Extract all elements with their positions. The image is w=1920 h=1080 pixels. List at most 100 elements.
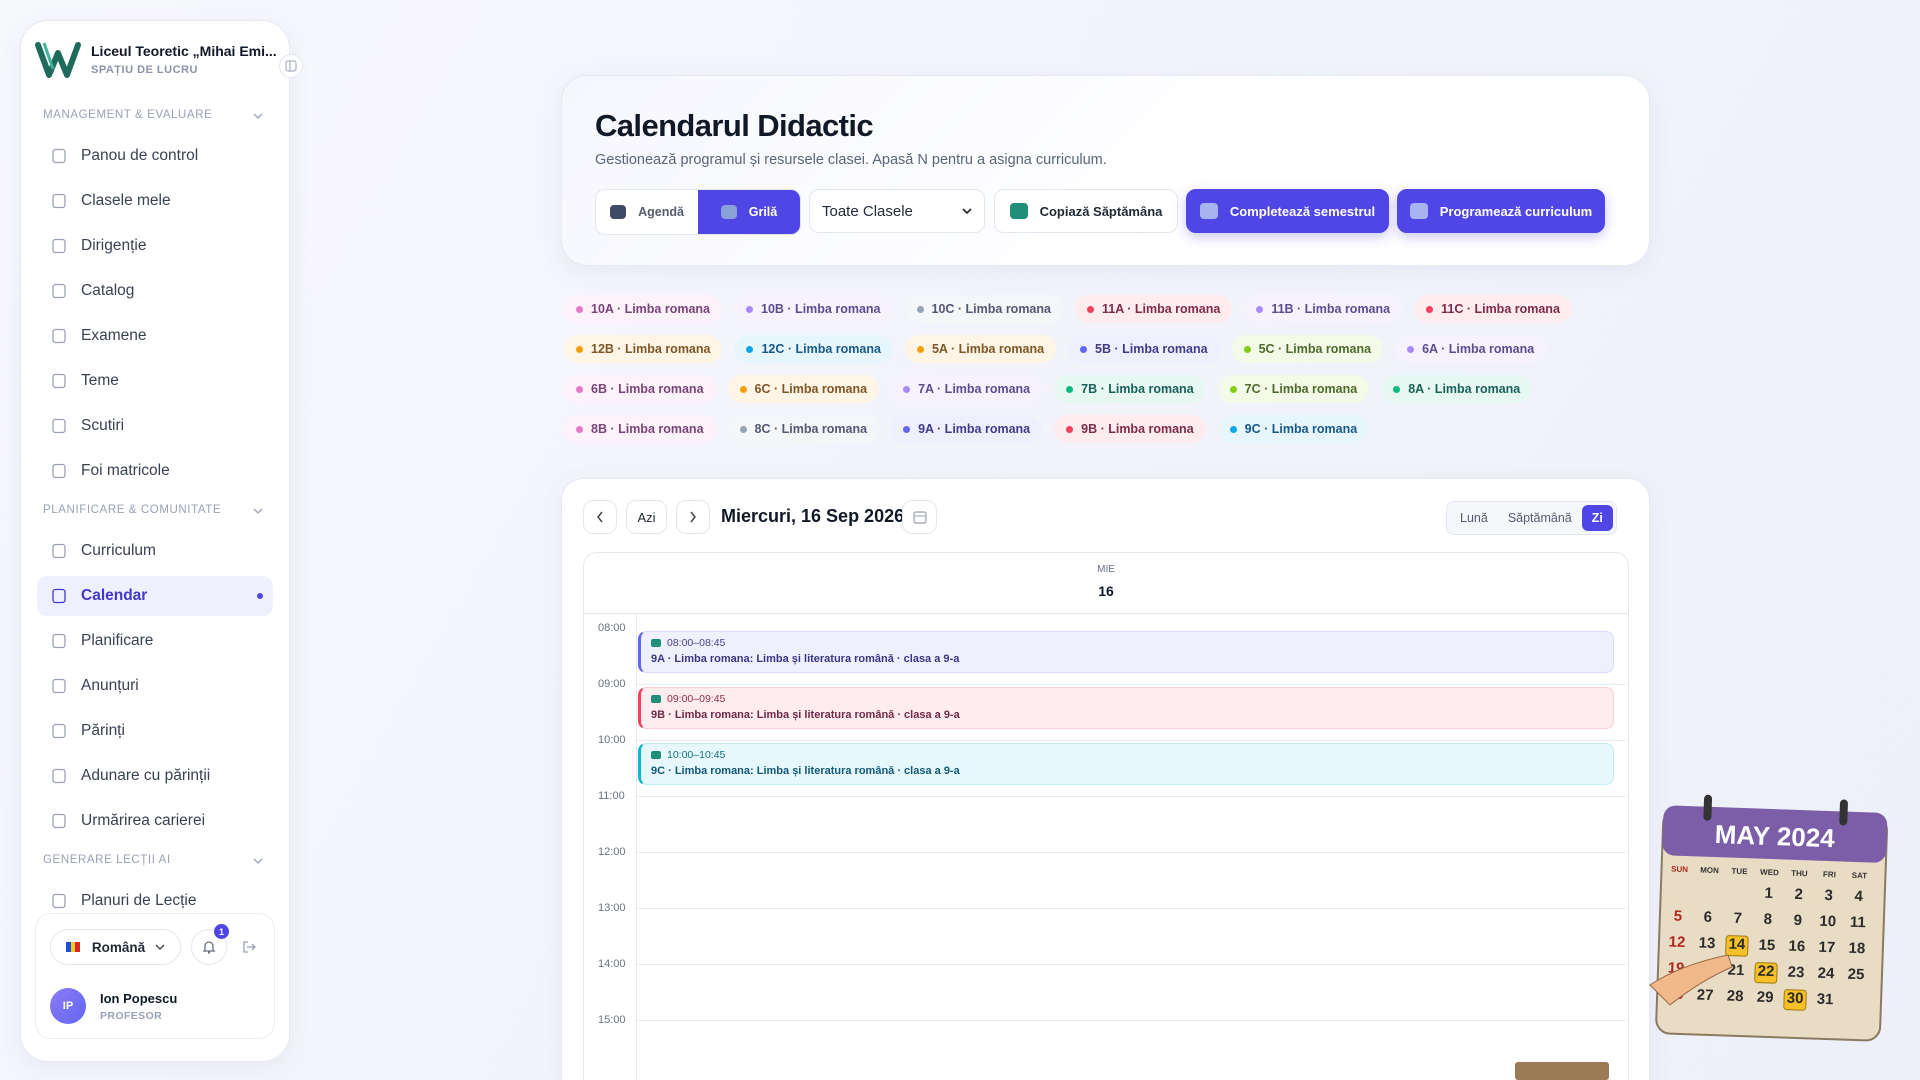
class-tag[interactable]: 7B · Limba romana — [1054, 375, 1206, 403]
hour-label: 13:00 — [598, 902, 626, 914]
nav-item[interactable]: Scutiri — [37, 406, 273, 446]
class-tag[interactable]: 10A · Limba romana — [564, 295, 723, 323]
tag-label: 7B · Limba romana — [1081, 382, 1194, 396]
class-tag[interactable]: 10C · Limba romana — [904, 295, 1063, 323]
nav-item[interactable]: Planuri de Lecție — [37, 881, 273, 911]
figure — [1515, 1062, 1609, 1080]
nav-item[interactable]: Curriculum — [37, 531, 273, 571]
nav-item[interactable]: Examene — [37, 316, 273, 356]
illustration-weekday: SUN — [1671, 865, 1688, 875]
tag-label: 11B · Limba romana — [1271, 302, 1391, 316]
class-tag[interactable]: 12B · Limba romana — [564, 335, 723, 363]
collapse-sidebar[interactable] — [279, 54, 303, 78]
class-tag[interactable]: 6A · Limba romana — [1395, 335, 1547, 363]
nav-item[interactable]: Dirigenție — [37, 226, 273, 266]
tag-dot — [1086, 305, 1094, 313]
tag-row: 12B · Limba romana 12C · Limba romana 5A ·… — [564, 335, 1664, 363]
view-icon — [720, 205, 737, 219]
illustration-weekday: SAT — [1852, 871, 1868, 881]
nav-item[interactable]: Panou de control — [37, 136, 273, 176]
hour-line — [636, 852, 1626, 853]
sidebar: Liceul Teoretic „Mihai Emi... SPAȚIU DE … — [20, 20, 303, 1062]
range-option[interactable]: Săptămână — [1507, 511, 1572, 525]
class-tag[interactable]: 7A · Limba romana — [891, 375, 1043, 403]
class-tag[interactable]: 12C · Limba romana — [734, 335, 893, 363]
next[interactable] — [676, 500, 710, 534]
icon-shape — [52, 768, 66, 784]
class-tag[interactable]: 11B · Limba romana — [1244, 295, 1403, 323]
today[interactable]: Azi — [626, 500, 667, 534]
event[interactable]: 09:00–09:45 9B · Limba romana: Limba și l… — [638, 687, 1614, 729]
tag-dot — [1066, 425, 1074, 433]
nav-icon — [52, 193, 66, 209]
chevron — [962, 208, 972, 215]
nav-icon — [52, 418, 66, 434]
button-icon — [1199, 203, 1218, 219]
class-tag[interactable]: 5C · Limba romana — [1231, 335, 1384, 363]
class-tag[interactable]: 8B · Limba romana — [564, 415, 716, 443]
view-icon — [610, 205, 627, 219]
user-name: Ion Popescu — [100, 991, 178, 1006]
class-tag[interactable]: 5B · Limba romana — [1068, 335, 1220, 363]
nav-item[interactable]: Catalog — [37, 271, 273, 311]
range-toggle: Lună Săptămână Zi — [1446, 501, 1617, 535]
date-picker[interactable] — [902, 500, 937, 534]
prev[interactable] — [583, 500, 617, 534]
event[interactable]: 08:00–08:45 9A · Limba romana: Limba și l… — [638, 631, 1614, 673]
collapse-icon — [285, 60, 297, 72]
nav-icon — [52, 463, 66, 479]
header-button[interactable]: Completează semestrul — [1186, 189, 1389, 233]
view-option[interactable]: Grilă — [698, 190, 800, 234]
tag-label: 11A · Limba romana — [1101, 302, 1221, 316]
class-tag[interactable]: 10B · Limba romana — [734, 295, 893, 323]
class-tag[interactable]: 9B · Limba romana — [1054, 415, 1206, 443]
class-tag[interactable]: 11A · Limba romana — [1074, 295, 1233, 323]
nav-item[interactable]: Foi matricole — [37, 451, 273, 491]
class-tag[interactable]: 9A · Limba romana — [891, 415, 1043, 443]
hour-line — [636, 908, 1626, 909]
nav-label: Foi matricole — [81, 462, 170, 479]
header-button[interactable]: Copiază Săptămâna — [994, 189, 1178, 233]
nav-item[interactable]: Clasele mele — [37, 181, 273, 221]
nav-item[interactable]: Urmărirea carierei — [37, 801, 273, 841]
illustration-day: 27 — [1697, 986, 1714, 1004]
icon-shape — [52, 543, 66, 559]
class-tag[interactable]: 11C · Limba romana — [1414, 295, 1572, 323]
tag-label: 9B · Limba romana — [1081, 422, 1194, 436]
logout[interactable] — [242, 940, 256, 954]
range-option[interactable]: Zi — [1581, 505, 1613, 531]
nav-item[interactable]: Părinți — [37, 711, 273, 751]
nav-item[interactable]: Teme — [37, 361, 273, 401]
tag-label: 12B · Limba romana — [591, 342, 711, 356]
illustration-day: 12 — [1668, 933, 1685, 951]
header-button[interactable]: Programează curriculum — [1397, 189, 1605, 233]
tag-row: 6B · Limba romana 6C · Limba romana 7A · L… — [564, 375, 1664, 403]
event[interactable]: 10:00–10:45 9C · Limba romana: Limba și l… — [638, 743, 1614, 785]
class-tag[interactable]: 5A · Limba romana — [904, 335, 1057, 363]
class-tag[interactable]: 6B · Limba romana — [564, 375, 716, 403]
nav-label: Anunțuri — [81, 677, 139, 694]
class-tag[interactable]: 9C · Limba romana — [1217, 415, 1370, 443]
nav-icon — [52, 633, 66, 649]
tag-label: 9C · Limba romana — [1244, 422, 1358, 436]
class-filter[interactable]: Toate Clasele — [809, 189, 985, 233]
nav-label: Adunare cu părinții — [81, 767, 211, 784]
class-tag[interactable]: 8A · Limba romana — [1381, 375, 1533, 403]
class-tag[interactable]: 8C · Limba romana — [727, 415, 880, 443]
nav-label: Calendar — [81, 587, 148, 604]
nav-item[interactable]: Adunare cu părinții — [37, 756, 273, 796]
class-tag[interactable]: 7C · Limba romana — [1217, 375, 1370, 403]
nav-icon — [52, 678, 66, 694]
language-select[interactable]: Română — [50, 929, 181, 965]
notifications[interactable]: 1 — [191, 924, 229, 965]
class-tag[interactable]: 6C · Limba romana — [727, 375, 880, 403]
nav-item[interactable]: Planificare — [37, 621, 273, 661]
view-option[interactable]: Agendă — [596, 190, 698, 234]
nav-icon — [52, 813, 66, 829]
section-header: PLANIFICARE & COMUNITATE — [43, 504, 222, 516]
nav-item[interactable]: Anunțuri — [37, 666, 273, 706]
range-option[interactable]: Lună — [1460, 511, 1488, 525]
highlight — [1783, 989, 1807, 1011]
tag-dot — [1066, 385, 1074, 393]
nav-item[interactable]: Calendar — [37, 576, 273, 616]
